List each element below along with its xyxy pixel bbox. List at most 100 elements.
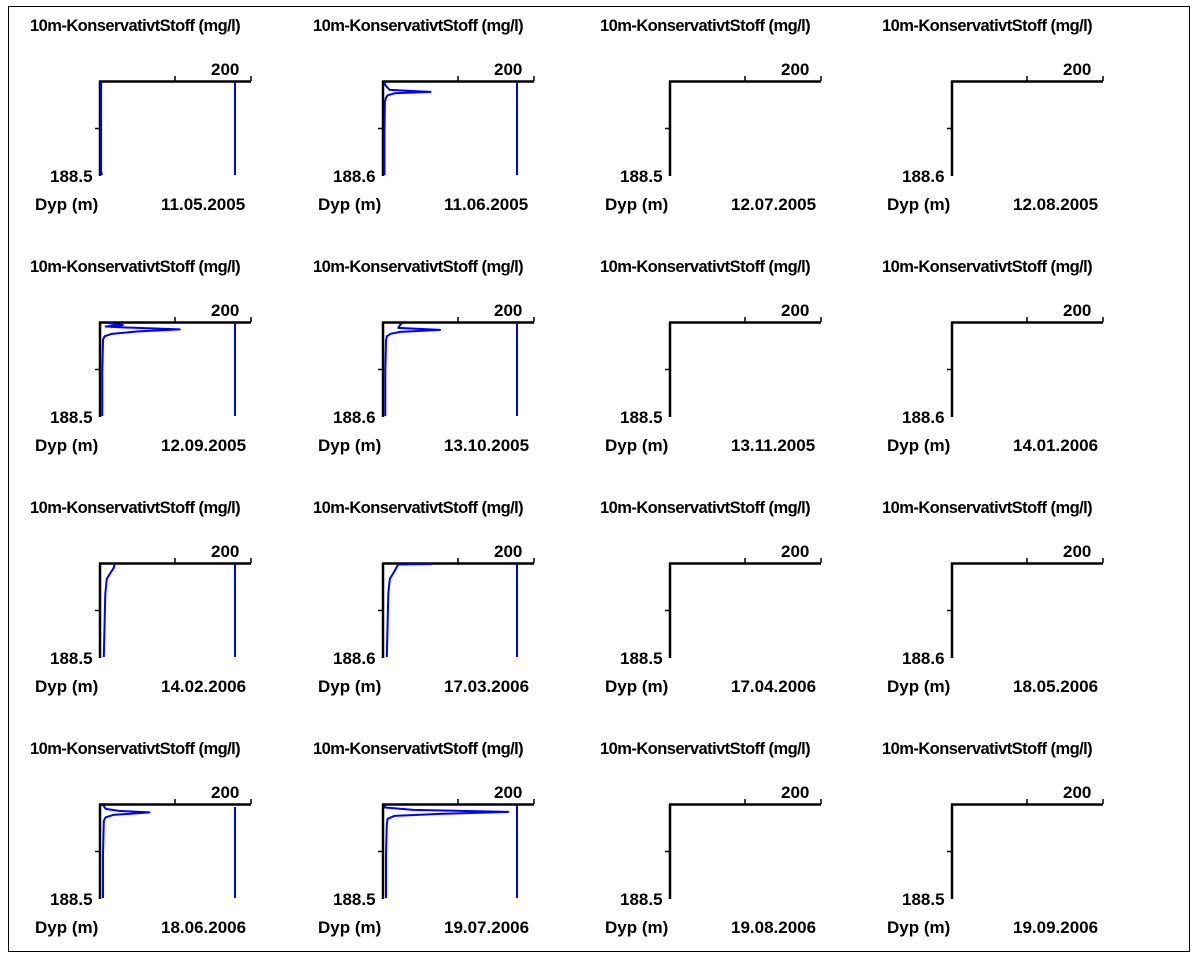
x-tick-label: 200 [781, 783, 810, 802]
y-axis-label: Dyp (m) [35, 195, 99, 214]
figure-frame [8, 6, 1190, 952]
profile-plot [234, 799, 1104, 899]
y-axis-label: Dyp (m) [35, 677, 99, 696]
profile-line [384, 322, 441, 416]
profile-plot [378, 317, 535, 417]
panel-title: 10m-KonservativtStoff (mg/l) [313, 17, 524, 35]
panel-title: 10m-KonservativtStoff (mg/l) [30, 740, 241, 758]
y-axis-label: Dyp (m) [605, 677, 669, 696]
x-tick-label: 200 [494, 301, 523, 320]
date-label: 17.03.2006 [444, 677, 530, 696]
profile-plot [95, 76, 252, 176]
panel-title: 10m-KonservativtStoff (mg/l) [313, 740, 524, 758]
depth-tick-label: 188.6 [902, 408, 945, 427]
date-label: 13.10.2005 [444, 436, 530, 455]
date-label: 11.05.2005 [161, 195, 246, 214]
date-label: 12.09.2005 [161, 436, 247, 455]
profile-plot [378, 76, 535, 176]
depth-tick-label: 188.6 [333, 408, 376, 427]
panel-title: 10m-KonservativtStoff (mg/l) [313, 499, 524, 517]
profile-plot [234, 558, 1104, 658]
date-label: 14.01.2006 [1013, 436, 1099, 455]
depth-tick-label: 188.5 [333, 890, 376, 909]
profile-line [101, 322, 181, 416]
x-tick-label: 200 [494, 542, 523, 561]
date-label: 11.06.2005 [444, 195, 529, 214]
depth-tick-label: 188.5 [902, 890, 945, 909]
x-tick-label: 200 [211, 301, 240, 320]
panel-title: 10m-KonservativtStoff (mg/l) [882, 258, 1093, 276]
depth-tick-label: 188.5 [620, 649, 663, 668]
y-axis-label: Dyp (m) [887, 677, 951, 696]
profile-plot [95, 317, 252, 417]
x-tick-label: 200 [781, 301, 810, 320]
depth-tick-label: 188.5 [620, 890, 663, 909]
profile-line [385, 563, 433, 658]
profile-line [102, 563, 116, 658]
panel-title: 10m-KonservativtStoff (mg/l) [882, 499, 1093, 517]
profile-plot [516, 799, 822, 899]
depth-tick-label: 188.5 [620, 408, 663, 427]
profile-plot [516, 76, 822, 176]
panel-title: 10m-KonservativtStoff (mg/l) [600, 17, 811, 35]
depth-tick-label: 188.6 [902, 167, 945, 186]
panel-title: 10m-KonservativtStoff (mg/l) [30, 17, 241, 35]
depth-tick-label: 188.5 [50, 167, 93, 186]
x-tick-label: 200 [1063, 542, 1092, 561]
date-label: 18.06.2006 [161, 918, 247, 937]
date-label: 18.05.2006 [1013, 677, 1099, 696]
y-axis-label: Dyp (m) [35, 436, 99, 455]
panel-title: 10m-KonservativtStoff (mg/l) [882, 740, 1093, 758]
depth-tick-label: 188.5 [50, 408, 93, 427]
y-axis-label: Dyp (m) [318, 436, 382, 455]
profile-plot [95, 799, 252, 899]
profile-line [102, 804, 151, 898]
y-axis-label: Dyp (m) [887, 918, 951, 937]
y-axis-label: Dyp (m) [887, 436, 951, 455]
profile-plot [234, 76, 1104, 176]
x-tick-label: 200 [494, 60, 523, 79]
x-tick-label: 200 [1063, 60, 1092, 79]
depth-tick-label: 188.5 [50, 890, 93, 909]
profile-plot [234, 317, 1104, 417]
panel-title: 10m-KonservativtStoff (mg/l) [30, 499, 241, 517]
date-label: 13.11.2005 [731, 436, 816, 455]
y-axis-label: Dyp (m) [605, 436, 669, 455]
y-axis-label: Dyp (m) [318, 677, 382, 696]
x-tick-label: 200 [494, 783, 523, 802]
depth-tick-label: 188.6 [333, 649, 376, 668]
y-axis-label: Dyp (m) [318, 918, 382, 937]
profile-plot [378, 558, 535, 658]
depth-tick-label: 188.6 [902, 649, 945, 668]
date-label: 14.02.2006 [161, 677, 247, 696]
profile-plot [95, 558, 252, 658]
profile-line [100, 82, 103, 176]
profile-line [383, 82, 432, 175]
depth-tick-label: 188.5 [620, 167, 663, 186]
y-axis-label: Dyp (m) [35, 918, 99, 937]
x-tick-label: 200 [1063, 783, 1092, 802]
panel-title: 10m-KonservativtStoff (mg/l) [30, 258, 241, 276]
panel-title: 10m-KonservativtStoff (mg/l) [313, 258, 524, 276]
x-tick-label: 200 [211, 60, 240, 79]
depth-tick-label: 188.6 [333, 167, 376, 186]
x-tick-label: 200 [211, 542, 240, 561]
date-label: 19.08.2006 [731, 918, 817, 937]
profile-plot [516, 317, 822, 417]
panel-title: 10m-KonservativtStoff (mg/l) [600, 740, 811, 758]
panel-title: 10m-KonservativtStoff (mg/l) [600, 258, 811, 276]
panel-title: 10m-KonservativtStoff (mg/l) [600, 499, 811, 517]
date-label: 17.04.2006 [731, 677, 817, 696]
x-tick-label: 200 [781, 542, 810, 561]
date-label: 19.07.2006 [444, 918, 530, 937]
y-axis-label: Dyp (m) [887, 195, 951, 214]
y-axis-label: Dyp (m) [605, 195, 669, 214]
y-axis-label: Dyp (m) [605, 918, 669, 937]
date-label: 19.09.2006 [1013, 918, 1099, 937]
profile-plot [516, 558, 822, 658]
profile-plot [378, 799, 535, 899]
x-tick-label: 200 [1063, 301, 1092, 320]
profile-line [383, 805, 510, 898]
x-tick-label: 200 [781, 60, 810, 79]
panel-title: 10m-KonservativtStoff (mg/l) [882, 17, 1093, 35]
